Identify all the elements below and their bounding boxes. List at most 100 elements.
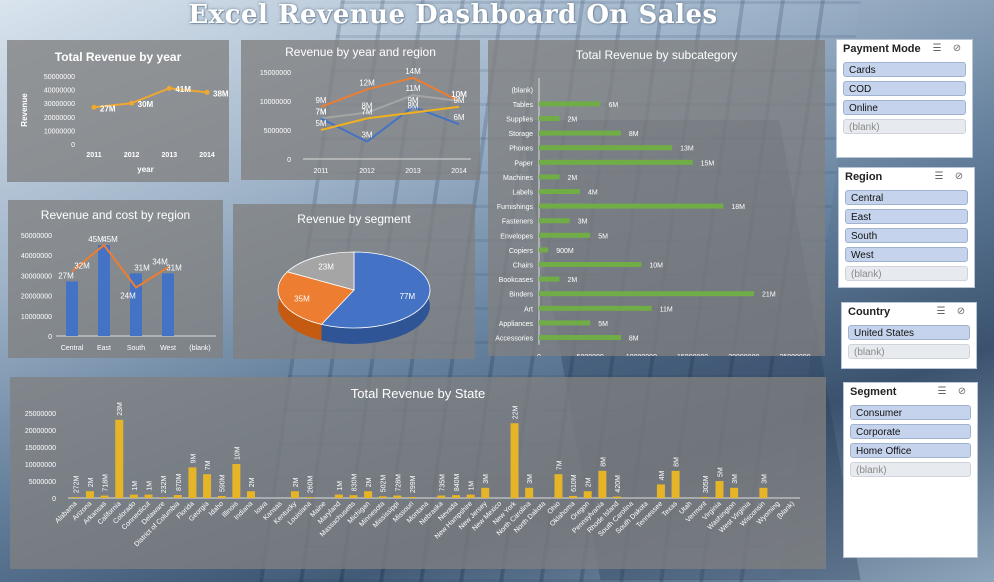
slicer-region[interactable]: Region ☰ ⊘ Central East South West (blank) — [838, 167, 975, 288]
bar — [539, 130, 621, 136]
clear-filter-icon[interactable]: ⊘ — [952, 43, 962, 54]
category-label: Paper — [514, 160, 533, 167]
data-label: 3M — [578, 219, 588, 226]
slicer-item[interactable]: COD — [843, 81, 966, 96]
slicer-item[interactable]: United States — [848, 325, 970, 340]
y-tick-label: 25000000 — [25, 411, 56, 418]
data-label: 7M — [205, 460, 212, 470]
bar — [85, 491, 94, 498]
y-tick-label: 50000000 — [44, 74, 75, 81]
category-label: Accessories — [495, 336, 533, 343]
chart-revenue-by-segment[interactable]: Revenue by segment 77M 35M 23M — [233, 204, 475, 359]
chart-revenue-by-state[interactable]: Total Revenue by State 0 5000000 10000000 1… — [10, 377, 826, 569]
x-tick-label: 0 — [537, 354, 541, 356]
category-label: Machines — [503, 175, 533, 182]
x-tick-label: 2011 — [86, 152, 101, 159]
category-label: Tables — [513, 102, 534, 109]
slicer-payment-mode[interactable]: Payment Mode ☰ ⊘ Cards COD Online (blank) — [836, 39, 973, 158]
bar — [349, 495, 358, 498]
data-label: 1M — [147, 481, 154, 491]
slicer-segment[interactable]: Segment ☰ ⊘ Consumer Corporate Home Office (bl… — [843, 382, 978, 558]
data-label: 8M — [629, 336, 639, 343]
data-label: 2M — [249, 477, 256, 487]
multi-select-icon[interactable]: ☰ — [934, 171, 944, 182]
data-label: 23M — [318, 262, 334, 271]
category-label: Appliances — [499, 321, 534, 328]
series-line — [320, 94, 460, 120]
data-label: 590M — [220, 474, 227, 492]
slicer-item[interactable]: East — [845, 209, 968, 224]
y-tick-label: 0 — [287, 157, 291, 164]
bar — [173, 495, 182, 498]
chart-revenue-by-year[interactable]: Total Revenue by year 0 10000000 20000000 3… — [7, 40, 229, 182]
data-label: 5M — [315, 119, 326, 128]
data-point — [129, 100, 135, 106]
data-label: 1M — [469, 481, 476, 491]
clear-filter-icon[interactable]: ⊘ — [957, 386, 967, 397]
bar — [144, 494, 153, 498]
chart-revenue-by-year-region[interactable]: Revenue by year and region 0 5000000 10000… — [241, 40, 480, 180]
multi-select-icon[interactable]: ☰ — [936, 306, 946, 317]
multi-select-icon[interactable]: ☰ — [932, 43, 942, 54]
multi-select-icon[interactable]: ☰ — [937, 386, 947, 397]
slicer-item[interactable]: Home Office — [850, 443, 971, 458]
data-label: 870M — [176, 473, 183, 491]
slicer-item[interactable]: (blank) — [845, 266, 968, 281]
x-tick-label: 2014 — [451, 168, 467, 175]
bar — [510, 423, 519, 498]
bar — [305, 497, 314, 498]
slicer-item[interactable]: West — [845, 247, 968, 262]
clear-filter-icon[interactable]: ⊘ — [954, 171, 964, 182]
y-tick-label: 10000000 — [25, 462, 56, 469]
bar — [188, 467, 197, 498]
data-label: 2M — [88, 477, 95, 487]
bar — [451, 495, 460, 498]
x-tick-label: East — [97, 345, 111, 352]
slicer-item[interactable]: South — [845, 228, 968, 243]
category-label: Furnishings — [497, 204, 534, 211]
chart-title: Total Revenue by year — [54, 50, 182, 64]
chart-revenue-cost-by-region[interactable]: Revenue and cost by region 0 10000000 2000… — [8, 200, 223, 358]
data-label: 232M — [161, 476, 168, 494]
data-label: 2M — [567, 175, 577, 182]
slicer-title: Payment Mode — [843, 43, 921, 55]
x-axis-title: year — [137, 165, 153, 174]
x-tick-label: 2013 — [162, 152, 178, 159]
bar — [730, 487, 739, 498]
data-label: 7M — [556, 460, 563, 470]
bar — [437, 495, 446, 498]
slicer-item[interactable]: Corporate — [850, 424, 971, 439]
data-label: 31M — [134, 263, 150, 272]
slicer-item[interactable]: Cards — [843, 62, 966, 77]
chart-title: Revenue by segment — [297, 212, 411, 226]
bar — [378, 496, 387, 498]
data-label: 9M — [453, 96, 464, 105]
data-label: 11M — [660, 306, 673, 313]
slicer-country[interactable]: Country ☰ ⊘ United States (blank) — [841, 302, 977, 369]
data-label: 7M — [315, 107, 326, 116]
data-label: 2M — [567, 277, 577, 284]
bar — [217, 495, 226, 498]
x-tick-label: (blank) — [189, 345, 210, 352]
y-tick-label: 0 — [52, 496, 56, 503]
bar — [129, 494, 138, 498]
chart-revenue-by-subcategory[interactable]: Total Revenue by subcategory (blank) Tabl… — [488, 40, 825, 356]
data-label: 420M — [615, 475, 622, 493]
category-label: Bookcases — [499, 277, 534, 284]
data-label: 22M — [513, 405, 520, 419]
slicer-item[interactable]: Consumer — [850, 405, 971, 420]
slicer-item[interactable]: (blank) — [843, 119, 966, 134]
bar — [203, 474, 212, 498]
slicer-item[interactable]: Online — [843, 100, 966, 115]
slicer-item[interactable]: Central — [845, 190, 968, 205]
bar — [393, 495, 402, 498]
slicer-item[interactable]: (blank) — [848, 344, 970, 359]
clear-filter-icon[interactable]: ⊘ — [956, 306, 966, 317]
bar — [554, 474, 563, 498]
data-label: 840M — [454, 473, 461, 491]
bar — [539, 247, 549, 253]
x-tick-label: 15000000 — [677, 354, 708, 356]
slicer-item[interactable]: (blank) — [850, 462, 971, 477]
data-label: 18M — [731, 204, 745, 211]
data-label: 7M — [315, 107, 326, 116]
